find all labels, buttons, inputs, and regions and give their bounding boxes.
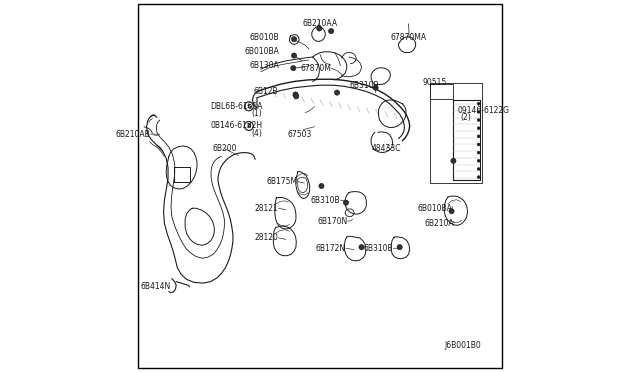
- Circle shape: [291, 53, 297, 58]
- Text: 90515: 90515: [423, 78, 447, 87]
- Circle shape: [319, 183, 324, 189]
- Text: 6B310B: 6B310B: [364, 244, 394, 253]
- Text: 0B146-6122H: 0B146-6122H: [211, 122, 262, 131]
- Text: 48433C: 48433C: [372, 144, 401, 153]
- Circle shape: [449, 209, 454, 214]
- Text: 6B170N: 6B170N: [317, 217, 348, 226]
- Text: 67503: 67503: [287, 129, 312, 139]
- Circle shape: [335, 90, 340, 95]
- Circle shape: [373, 85, 378, 90]
- Circle shape: [477, 127, 480, 130]
- Text: 67870M: 67870M: [300, 64, 331, 73]
- Text: (1): (1): [252, 109, 262, 118]
- Text: 6B210A: 6B210A: [424, 219, 454, 228]
- Text: S: S: [246, 104, 251, 109]
- Circle shape: [477, 110, 480, 113]
- Circle shape: [477, 102, 480, 105]
- Circle shape: [397, 244, 403, 250]
- Text: 6B130A: 6B130A: [250, 61, 279, 70]
- Text: J6B001B0: J6B001B0: [444, 341, 481, 350]
- Circle shape: [294, 94, 299, 99]
- Text: 6B210AA: 6B210AA: [303, 19, 337, 28]
- Circle shape: [477, 143, 480, 146]
- Text: 6B172N: 6B172N: [316, 244, 346, 253]
- Circle shape: [293, 92, 298, 97]
- Text: 6B200: 6B200: [212, 144, 237, 153]
- Text: 6B310B: 6B310B: [311, 196, 340, 205]
- Text: (2): (2): [460, 113, 471, 122]
- Text: 6B210AB: 6B210AB: [115, 129, 150, 139]
- Text: 6B310B: 6B310B: [349, 81, 380, 90]
- Circle shape: [477, 119, 480, 122]
- Circle shape: [477, 167, 480, 170]
- Text: 28120: 28120: [255, 233, 278, 243]
- Text: 67870MA: 67870MA: [391, 33, 427, 42]
- Text: 6B414N: 6B414N: [140, 282, 170, 291]
- Text: B: B: [246, 124, 252, 128]
- Circle shape: [477, 151, 480, 154]
- Text: 6B010BA: 6B010BA: [244, 47, 279, 56]
- Text: 09146-6122G: 09146-6122G: [457, 106, 509, 115]
- Text: 6B010BA: 6B010BA: [418, 204, 452, 213]
- Text: DBL6B-6161A: DBL6B-6161A: [210, 102, 262, 111]
- Text: 6B175M: 6B175M: [267, 177, 298, 186]
- Circle shape: [291, 37, 297, 42]
- Circle shape: [451, 158, 456, 163]
- Text: 6B010B: 6B010B: [250, 33, 279, 42]
- Circle shape: [317, 26, 322, 31]
- Text: 6B12B: 6B12B: [254, 87, 278, 96]
- Text: (4): (4): [252, 129, 262, 138]
- Text: 28121: 28121: [255, 204, 278, 213]
- Circle shape: [477, 176, 480, 179]
- Circle shape: [291, 65, 296, 71]
- Circle shape: [477, 135, 480, 138]
- Circle shape: [359, 244, 364, 250]
- Circle shape: [343, 200, 349, 205]
- Circle shape: [328, 29, 333, 34]
- Circle shape: [477, 159, 480, 162]
